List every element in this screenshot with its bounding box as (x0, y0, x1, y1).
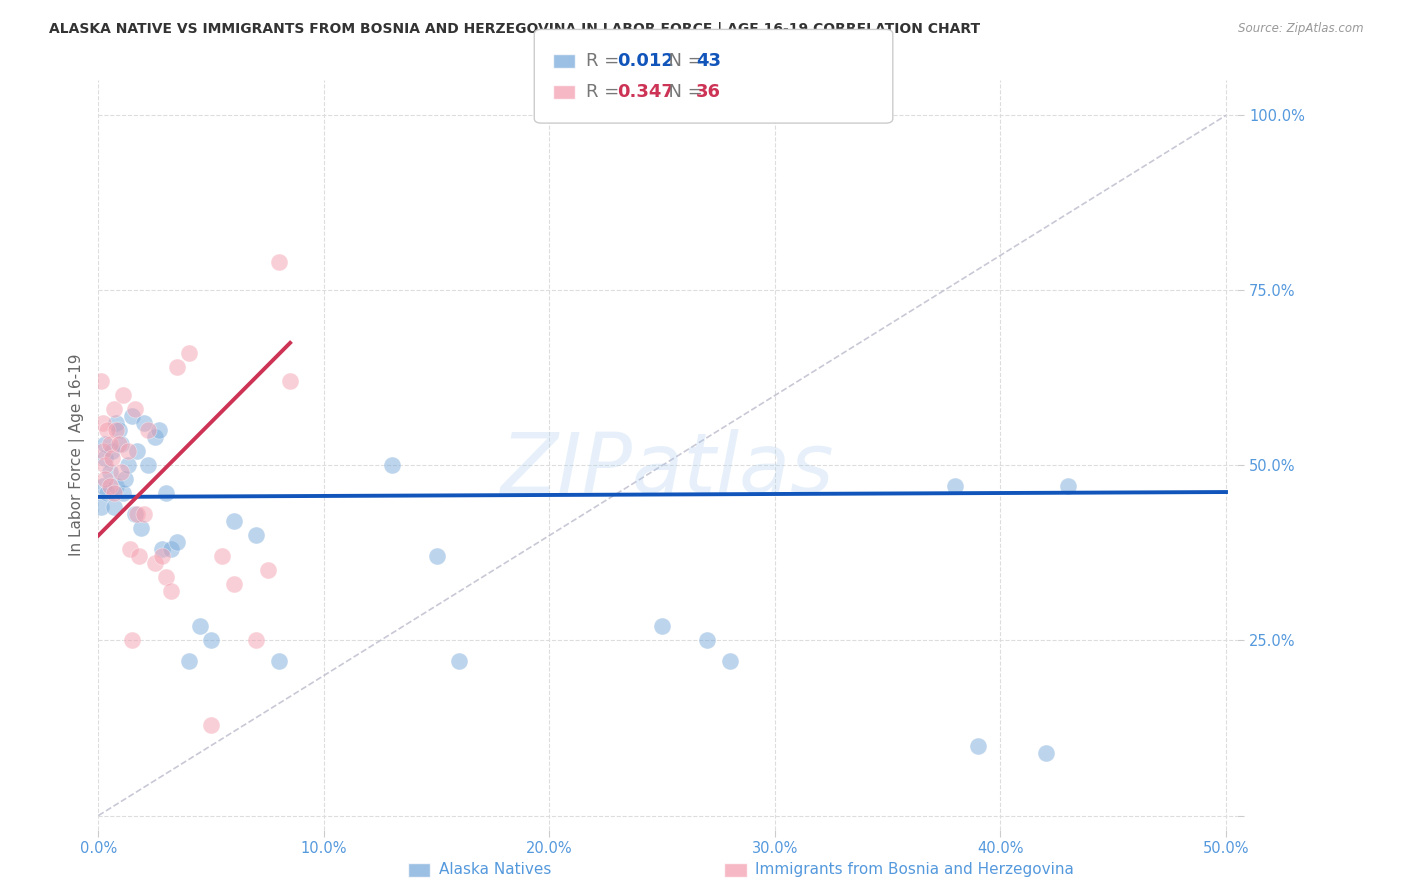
Point (94, 472, 117, 486)
Point (148, 424, 170, 438)
Text: R =: R = (586, 52, 626, 70)
Point (200, 633, 222, 648)
Point (696, 633, 718, 648)
Point (245, 528, 267, 542)
Point (107, 437, 129, 451)
Point (91, 417, 114, 431)
Point (103, 402, 125, 417)
Point (166, 535, 188, 549)
Point (128, 549, 150, 564)
Point (132, 417, 155, 431)
Point (256, 564, 278, 578)
Point (91, 444, 114, 458)
Point (105, 417, 128, 431)
Point (121, 633, 143, 648)
Point (124, 508, 146, 522)
Text: 36: 36 (696, 83, 721, 101)
Point (94, 437, 117, 451)
Point (967, 739, 990, 753)
Point (278, 375, 301, 389)
Point (267, 655, 290, 669)
Point (112, 486, 135, 500)
Point (105, 479, 128, 493)
Point (90, 375, 112, 389)
Point (96, 424, 118, 438)
Point (125, 444, 148, 458)
Point (125, 508, 148, 522)
Point (166, 360, 188, 375)
Text: Immigrants from Bosnia and Herzegovina: Immigrants from Bosnia and Herzegovina (755, 863, 1074, 877)
Point (136, 424, 159, 438)
Point (121, 409, 143, 424)
Point (103, 500, 125, 515)
Point (90, 500, 112, 515)
Point (136, 458, 159, 473)
Text: 43: 43 (696, 52, 721, 70)
Point (177, 655, 200, 669)
Point (94, 458, 117, 473)
Point (200, 717, 222, 731)
Text: ZIPatlas: ZIPatlas (501, 429, 835, 510)
Point (150, 549, 173, 564)
Point (124, 402, 146, 417)
Point (132, 508, 155, 522)
Point (96, 486, 118, 500)
Text: Source: ZipAtlas.com: Source: ZipAtlas.com (1239, 22, 1364, 36)
Text: R =: R = (586, 83, 626, 101)
Point (945, 479, 967, 493)
Text: Alaska Natives: Alaska Natives (439, 863, 551, 877)
Point (188, 619, 211, 633)
Point (155, 570, 177, 584)
Point (222, 515, 245, 529)
Point (718, 655, 741, 669)
Point (222, 577, 245, 591)
Point (449, 655, 471, 669)
Point (150, 542, 173, 557)
Point (245, 633, 267, 648)
Text: ALASKA NATIVE VS IMMIGRANTS FROM BOSNIA AND HERZEGOVINA IN LABOR FORCE | AGE 16-: ALASKA NATIVE VS IMMIGRANTS FROM BOSNIA … (49, 22, 980, 37)
Point (98, 466, 121, 480)
Point (267, 255, 290, 269)
Point (143, 557, 166, 571)
Text: N =: N = (657, 52, 709, 70)
Point (426, 549, 449, 564)
Text: 0.347: 0.347 (617, 83, 673, 101)
Point (117, 458, 139, 473)
Point (112, 388, 135, 402)
Point (114, 472, 136, 486)
Point (91, 479, 114, 493)
Point (98, 437, 121, 451)
Point (159, 542, 181, 557)
Point (110, 466, 132, 480)
Text: N =: N = (657, 83, 709, 101)
Text: 0.012: 0.012 (617, 52, 673, 70)
Point (159, 584, 181, 599)
Point (211, 549, 233, 564)
Point (117, 444, 139, 458)
Point (129, 521, 152, 535)
Point (177, 346, 200, 360)
Point (1057, 479, 1080, 493)
Point (98, 479, 121, 493)
Point (107, 424, 129, 438)
Point (1035, 746, 1057, 760)
Point (110, 437, 132, 451)
Y-axis label: In Labor Force | Age 16-19: In Labor Force | Age 16-19 (69, 353, 84, 557)
Point (651, 619, 673, 633)
Point (101, 444, 124, 458)
Point (143, 430, 166, 444)
Point (118, 542, 141, 557)
Point (105, 424, 128, 438)
Point (103, 486, 125, 500)
Point (381, 458, 404, 473)
Point (94, 451, 117, 466)
Point (155, 486, 177, 500)
Point (101, 451, 124, 466)
